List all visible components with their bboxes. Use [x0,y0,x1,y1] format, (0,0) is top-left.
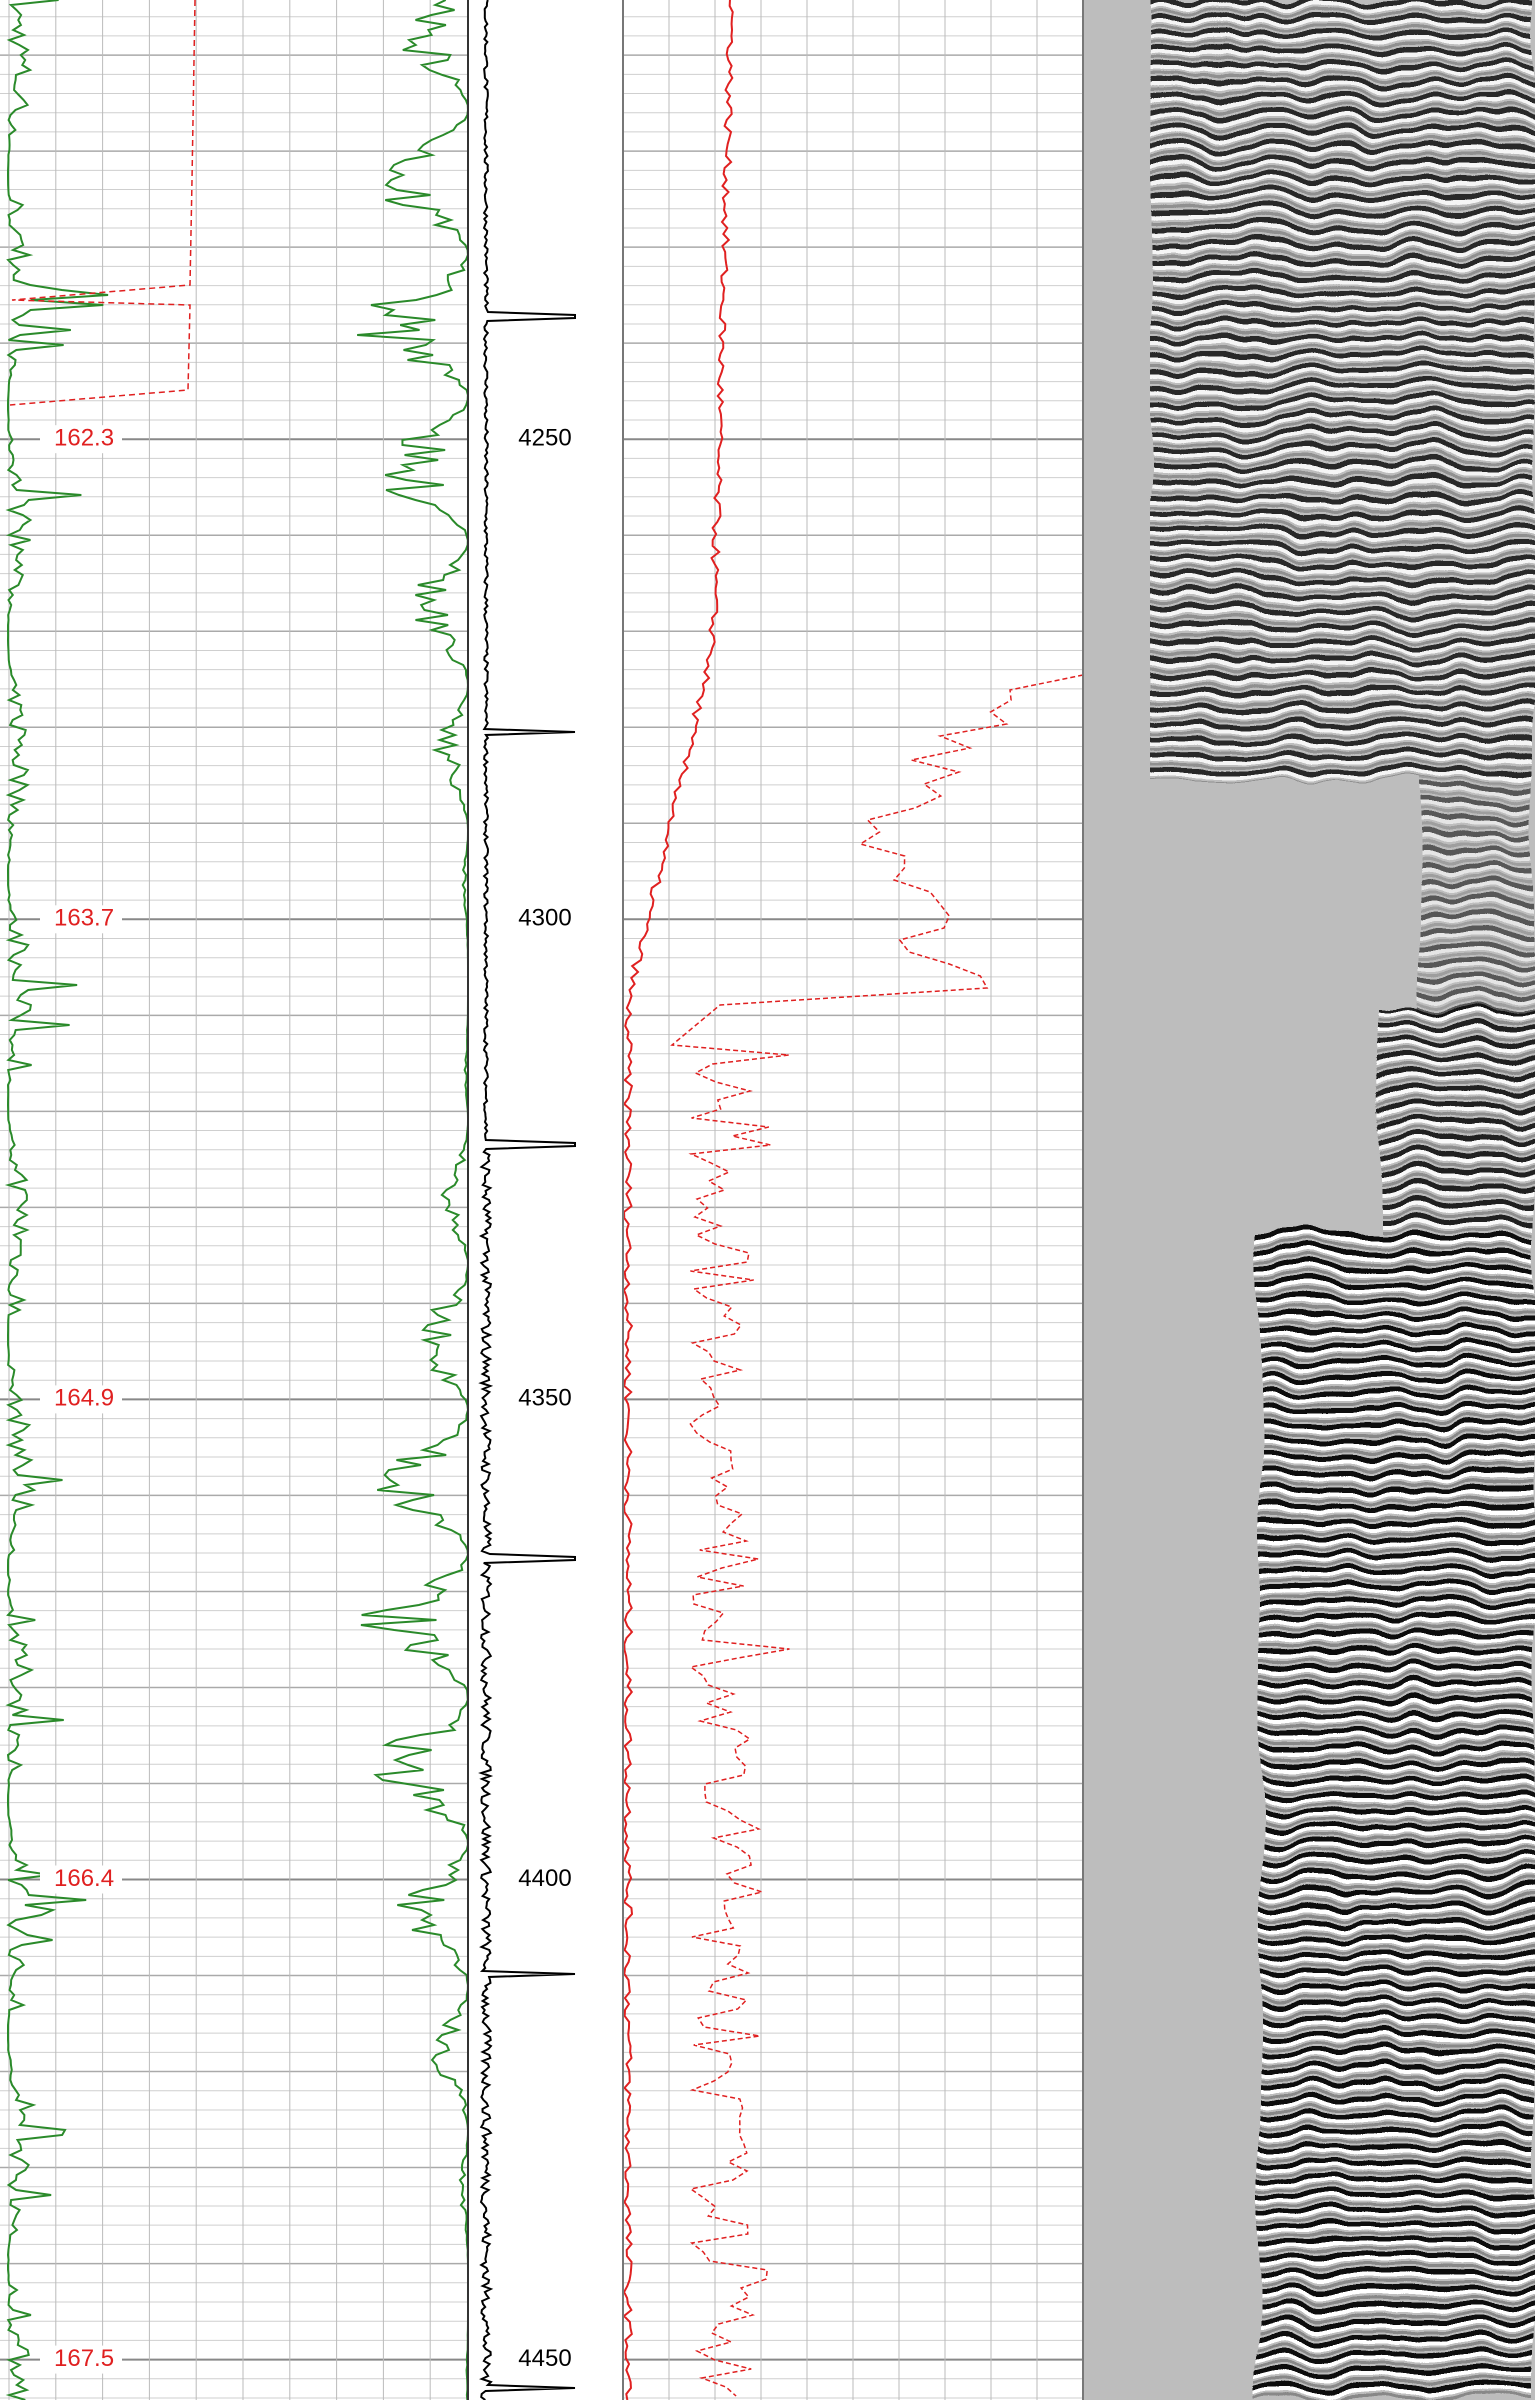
time-label: 162.3 [54,425,114,452]
label-bg [40,2345,122,2374]
depth-label: 4350 [518,1385,571,1412]
depth-label: 4250 [518,425,571,452]
seismic-traces [1150,0,1535,2400]
time-label: 166.4 [54,1865,114,1892]
left-track [0,0,468,2400]
red-dashed-curve [670,674,1084,2397]
seismic-mid [1380,1010,1535,1230]
seismic-upper [1150,0,1535,780]
label-bg [40,425,122,454]
depth-curve [478,0,576,2400]
grid [0,0,1083,2400]
label-bg [40,1385,122,1414]
time-label: 167.5 [54,2345,114,2372]
labels: 4250 162.3 4300 163.7 4350 164.9 4400 166.4 4450… [40,425,572,2374]
time-label: 164.9 [54,1385,114,1412]
seismic-lower [1260,1230,1535,2400]
seismic-patch [1420,780,1535,1020]
green-curve [4,0,109,2400]
depth-label: 4300 [518,905,571,932]
curves [4,0,1084,2400]
red-dashed-curve [9,0,196,406]
depth-label: 4450 [518,2345,571,2372]
depth-label: 4400 [518,1865,571,1892]
label-bg [40,905,122,934]
label-bg [40,1865,122,1894]
time-label: 163.7 [54,905,114,932]
red-curve [622,0,734,2400]
